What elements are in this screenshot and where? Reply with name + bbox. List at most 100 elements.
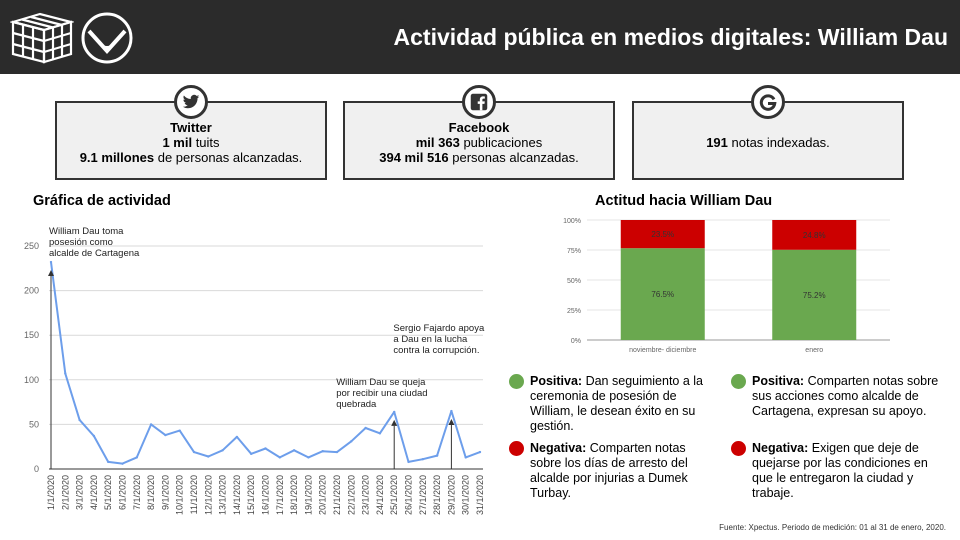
google-card: 191 notas indexadas.	[632, 85, 904, 180]
bar-data-label: 76.5%	[651, 290, 674, 299]
line-x-tick-label: 16/1/2020	[261, 475, 271, 515]
facebook-reach-label: personas alcanzadas.	[448, 150, 579, 165]
activity-data-point	[335, 450, 339, 454]
line-y-tick-label: 0	[34, 464, 39, 474]
google-notes-value: 191	[706, 135, 728, 150]
line-x-tick-label: 30/1/2020	[461, 475, 471, 515]
activity-data-point	[364, 426, 367, 430]
activity-data-point	[178, 429, 181, 432]
legend-negative-left: Negativa: Comparten notas sobre los días…	[509, 441, 719, 501]
bar-data-label: 24.8%	[803, 231, 826, 240]
line-x-tick-label: 18/1/2020	[289, 475, 299, 515]
page-title: Actividad pública en medios digitales: W…	[393, 24, 948, 50]
annotation-arrow-head-icon	[391, 419, 398, 426]
pie-logo-icon	[81, 12, 133, 64]
line-y-tick-label: 150	[24, 330, 39, 340]
line-x-tick-label: 11/1/2020	[189, 475, 199, 514]
cube-logo-icon	[10, 12, 74, 64]
annotation-text: posesión como	[49, 237, 113, 248]
activity-data-point	[292, 449, 296, 452]
google-card-text: 191 notas indexadas.	[634, 135, 902, 150]
line-x-tick-label: 4/1/2020	[89, 475, 99, 510]
facebook-icon-badge	[462, 85, 496, 119]
line-x-tick-label: 1/1/2020	[46, 475, 56, 510]
activity-data-point	[478, 450, 482, 454]
legend-positive-left-text: Dan seguimiento a la ceremonia de posesi…	[530, 374, 704, 433]
legend-positive-right: Positiva: Comparten notas sobre sus acci…	[731, 374, 941, 419]
annotation-text: quebrada	[336, 399, 377, 410]
header-bar: Actividad pública en medios digitales: W…	[0, 0, 960, 74]
twitter-title: Twitter	[170, 120, 212, 135]
activity-data-point	[407, 460, 410, 464]
activity-data-point	[278, 456, 281, 459]
activity-data-point	[149, 423, 153, 426]
bar-segment-negativa	[772, 220, 857, 250]
line-x-tick-label: 20/1/2020	[318, 475, 328, 515]
bar-y-tick-label: 75%	[567, 248, 581, 255]
activity-data-point	[264, 447, 267, 450]
twitter-icon-badge	[174, 85, 208, 119]
activity-data-point	[307, 456, 310, 459]
legend-negative-right: Negativa: Exigen que deje de quejarse po…	[731, 441, 941, 501]
positive-dot-icon	[509, 374, 524, 389]
annotation-text: contra la corrupción.	[393, 345, 479, 356]
activity-data-point	[378, 432, 382, 435]
google-icon-badge	[751, 85, 785, 119]
bar-y-tick-label: 50%	[567, 278, 581, 285]
bar-category-label: noviembre- diciembre	[629, 347, 696, 354]
line-x-tick-label: 23/1/2020	[361, 475, 371, 515]
activity-data-point	[107, 460, 110, 464]
annotation-arrow-head-icon	[48, 270, 54, 277]
annotation-text: William Dau toma	[49, 226, 124, 237]
activity-data-point	[450, 409, 453, 413]
legend-negative-right-text: Exigen que deje de quejarse por las cond…	[752, 441, 928, 500]
legend-negative-left-text: Comparten notas sobre los días de arrest…	[530, 441, 688, 500]
activity-data-point	[221, 449, 224, 452]
activity-data-point	[121, 462, 124, 465]
line-y-tick-label: 100	[24, 375, 39, 385]
line-y-tick-label: 200	[24, 286, 39, 296]
bar-category-label: enero	[805, 347, 823, 354]
twitter-icon	[182, 94, 200, 109]
line-x-tick-label: 2/1/2020	[60, 475, 70, 510]
activity-data-point	[49, 260, 53, 264]
activity-data-point	[64, 372, 67, 375]
facebook-posts-value: mil 363	[415, 135, 460, 150]
annotation-arrow-head-icon	[448, 419, 455, 426]
line-x-tick-label: 22/1/2020	[346, 475, 356, 515]
positive-dot-icon	[731, 374, 746, 389]
line-x-tick-label: 24/1/2020	[375, 475, 385, 515]
activity-data-point	[164, 433, 167, 437]
activity-data-point	[350, 440, 353, 443]
line-x-tick-label: 8/1/2020	[146, 475, 156, 510]
facebook-title: Facebook	[448, 120, 510, 135]
legend-negative-left-label: Negativa:	[530, 441, 587, 455]
line-x-tick-label: 12/1/2020	[203, 475, 213, 515]
negative-dot-icon	[509, 441, 524, 456]
activity-data-point	[250, 452, 253, 456]
bar-segment-negativa	[620, 220, 705, 249]
activity-series-line	[50, 261, 481, 465]
bar-segment-positiva	[772, 249, 857, 340]
facebook-posts-label: publicaciones	[459, 135, 543, 150]
line-x-tick-label: 3/1/2020	[75, 475, 85, 510]
bar-y-tick-label: 25%	[567, 308, 581, 315]
activity-data-point	[92, 434, 96, 438]
line-x-tick-label: 5/1/2020	[103, 475, 113, 510]
line-x-tick-label: 19/1/2020	[303, 475, 313, 515]
activity-line-chart: 0 50 100 150 200 250 1/1/2020 2/1/2020 3/1/2020 4…	[24, 226, 485, 515]
legend-positive-right-label: Positiva:	[752, 374, 805, 388]
line-y-tick-label: 250	[24, 241, 39, 251]
bar-y-tick-label: 0%	[571, 338, 581, 345]
annotation-text: a Dau en la lucha	[393, 334, 468, 345]
twitter-reach-value: 9.1 millones	[79, 150, 155, 165]
line-x-tick-label: 17/1/2020	[275, 475, 285, 515]
line-x-tick-label: 31/1/2020	[475, 475, 485, 515]
line-x-tick-label: 10/1/2020	[175, 475, 185, 515]
twitter-tweets-label: tuits	[192, 135, 220, 150]
activity-data-point	[421, 457, 424, 461]
activity-data-point	[135, 456, 138, 459]
activity-data-point	[393, 410, 396, 414]
legend-positive-left-label: Positiva:	[530, 374, 583, 388]
twitter-card: Twitter 1 mil tuits 9.1 millones de pers…	[55, 85, 327, 180]
